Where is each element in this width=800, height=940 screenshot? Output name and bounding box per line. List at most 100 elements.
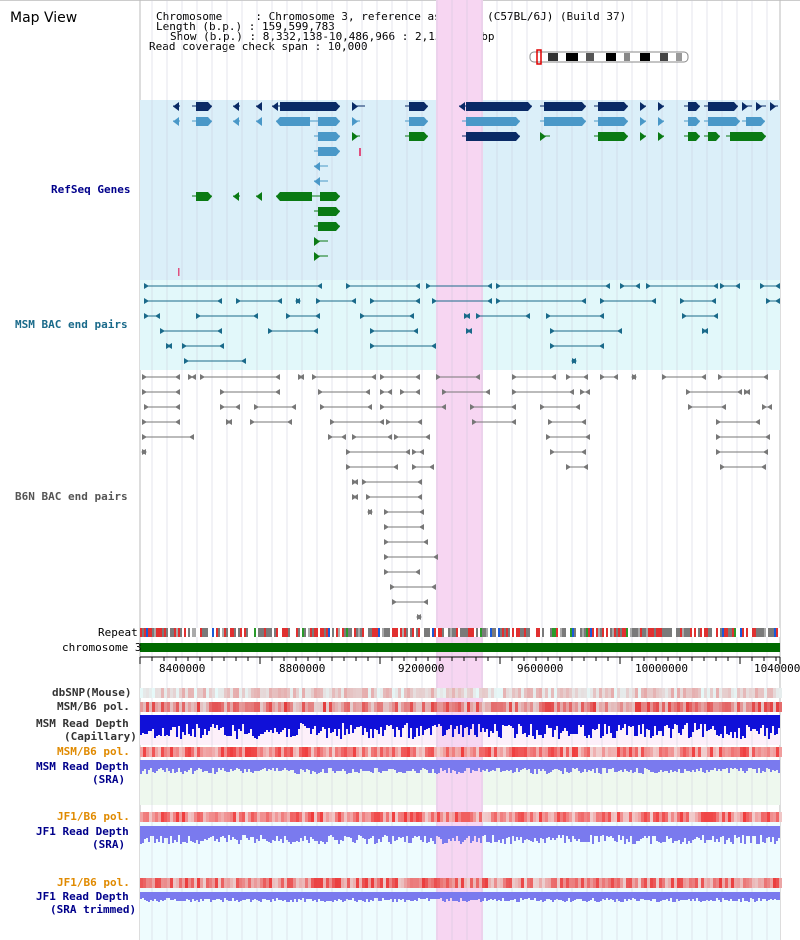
depth-bar xyxy=(606,826,608,836)
repeat-segment xyxy=(440,628,442,637)
heat-cell xyxy=(251,878,254,888)
depth-bar xyxy=(616,760,618,772)
depth-bar xyxy=(700,760,702,768)
depth-bar xyxy=(184,760,186,771)
refseq-track-label[interactable]: RefSeq Genes xyxy=(51,183,131,196)
heat-cell xyxy=(419,878,422,888)
heat-cell xyxy=(272,878,275,888)
pair-end xyxy=(431,584,436,590)
depth-bar xyxy=(440,892,442,898)
depth-bar xyxy=(432,826,434,841)
depth-bar xyxy=(418,892,420,898)
depth-bar xyxy=(498,826,500,840)
repeat-segment xyxy=(710,628,712,637)
depth-bar xyxy=(616,826,618,842)
heat-cell xyxy=(377,878,380,888)
depth-bar xyxy=(414,760,416,771)
pair-end xyxy=(646,283,651,289)
heat-cell xyxy=(458,747,461,757)
depth-bar xyxy=(722,715,724,738)
heat-cell xyxy=(347,812,350,822)
heat-cell xyxy=(152,702,155,712)
depth-bar xyxy=(298,826,300,842)
heat-cell xyxy=(359,688,362,698)
depth-bar xyxy=(202,826,204,841)
depth-bar xyxy=(456,715,458,726)
heat-cell xyxy=(464,878,467,888)
depth-bar xyxy=(176,892,178,901)
heat-cell xyxy=(773,702,776,712)
depth-bar xyxy=(676,826,678,841)
heat-cell xyxy=(236,702,239,712)
depth-bar xyxy=(386,715,388,725)
heat-cell xyxy=(182,878,185,888)
depth-bar xyxy=(766,715,768,728)
depth-bar xyxy=(190,892,192,902)
heat-cell xyxy=(362,688,365,698)
heat-cell xyxy=(254,812,257,822)
pair-end xyxy=(511,404,516,410)
depth-bar xyxy=(734,715,736,732)
depth-bar xyxy=(332,760,334,771)
depth-bar xyxy=(576,760,578,768)
depth-bar xyxy=(588,760,590,770)
depth-bar xyxy=(578,715,580,725)
depth-bar xyxy=(698,826,700,838)
depth-bar xyxy=(562,892,564,901)
heat-cell xyxy=(716,878,719,888)
depth-bar xyxy=(300,760,302,769)
repeat-segment xyxy=(464,628,466,637)
depth-bar xyxy=(590,715,592,738)
heat-cell xyxy=(740,702,743,712)
depth-bar xyxy=(646,760,648,769)
depth-bar xyxy=(486,892,488,901)
depth-bar xyxy=(310,826,312,837)
heat-cell xyxy=(470,688,473,698)
repeat-segment xyxy=(722,628,724,637)
heat-cell xyxy=(302,812,305,822)
heat-cell xyxy=(656,812,659,822)
heat-cell xyxy=(281,688,284,698)
pair-end xyxy=(569,389,574,395)
repeat-segment xyxy=(662,628,664,637)
heat-cell xyxy=(716,688,719,698)
depth-bar xyxy=(492,760,494,770)
heat-cell xyxy=(233,747,236,757)
heat-cell xyxy=(752,688,755,698)
b6n-bac-track-label[interactable]: B6N BAC end pairs xyxy=(15,490,128,503)
depth-bar xyxy=(354,715,356,729)
heat-cell xyxy=(542,812,545,822)
depth-bar xyxy=(266,826,268,841)
depth-bar xyxy=(340,760,342,771)
depth-bar xyxy=(510,760,512,770)
depth-bar xyxy=(278,826,280,841)
depth-bar xyxy=(662,715,664,736)
depth-bar xyxy=(460,760,462,773)
depth-bar xyxy=(348,715,350,734)
heat-cell xyxy=(215,747,218,757)
repeat-segment xyxy=(416,628,418,637)
heat-cell xyxy=(725,702,728,712)
heat-cell xyxy=(167,702,170,712)
depth-bar xyxy=(308,760,310,770)
depth-bar xyxy=(746,715,748,725)
heat-cell xyxy=(365,747,368,757)
depth-bar xyxy=(394,715,396,737)
depth-bar xyxy=(334,760,336,773)
repeat-segment xyxy=(486,628,488,637)
heat-cell xyxy=(443,688,446,698)
heat-cell xyxy=(497,878,500,888)
pair-end xyxy=(299,374,304,380)
depth-bar xyxy=(464,826,466,840)
depth-bar xyxy=(418,715,420,736)
heat-cell xyxy=(764,688,767,698)
heat-cell xyxy=(323,688,326,698)
depth-bar xyxy=(534,760,536,769)
msm-bac-track-label[interactable]: MSM BAC end pairs xyxy=(15,318,128,331)
heat-cell xyxy=(143,812,146,822)
depth-bar xyxy=(154,760,156,773)
depth-bar xyxy=(168,715,170,736)
depth-bar xyxy=(760,826,762,835)
depth-bar xyxy=(690,892,692,901)
depth-bar xyxy=(336,715,338,736)
